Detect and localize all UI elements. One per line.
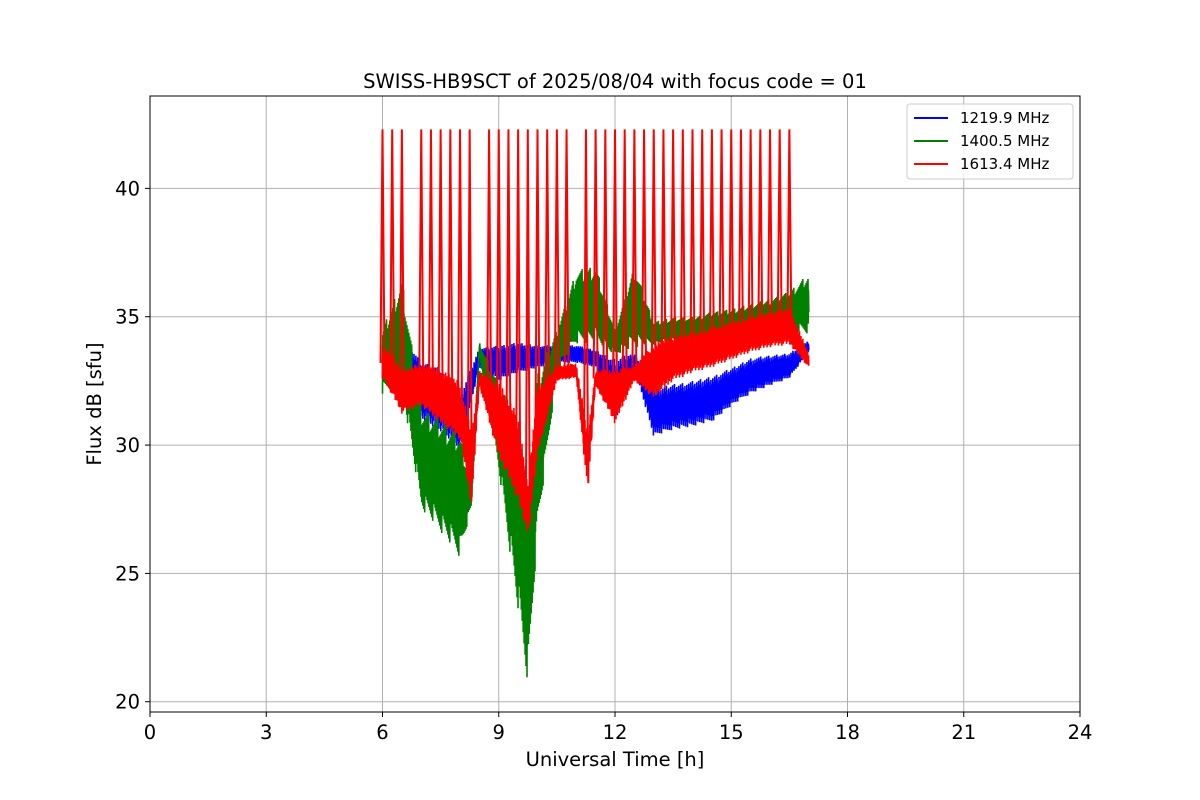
y-axis-label: Flux dB [sfu] bbox=[83, 342, 106, 465]
y-tick-label: 30 bbox=[115, 434, 140, 457]
series-spike bbox=[631, 129, 638, 374]
x-tick-label: 15 bbox=[719, 721, 744, 744]
series-spike bbox=[582, 129, 589, 455]
series-spike bbox=[437, 129, 444, 394]
series-spike bbox=[737, 129, 744, 339]
chart-title: SWISS-HB9SCT of 2025/08/04 with focus co… bbox=[363, 70, 867, 93]
x-tick-label: 3 bbox=[260, 721, 272, 744]
series-spike bbox=[689, 129, 696, 353]
x-tick-label: 18 bbox=[835, 721, 860, 744]
series-spike bbox=[553, 129, 560, 374]
x-tick-label: 24 bbox=[1068, 721, 1093, 744]
series-spike bbox=[534, 129, 541, 420]
series-spike bbox=[699, 129, 706, 351]
series-spike bbox=[747, 129, 754, 335]
series-spike bbox=[447, 129, 454, 401]
series-spike bbox=[757, 129, 764, 333]
y-axis-ticks: 20 25 30 35 40 bbox=[115, 177, 150, 714]
series-spike bbox=[786, 129, 793, 328]
legend-label-1613: 1613.4 MHz bbox=[960, 155, 1049, 173]
series-spike bbox=[708, 129, 715, 348]
series-1613-4 bbox=[379, 129, 810, 532]
series-spike bbox=[776, 129, 783, 329]
y-tick-label: 35 bbox=[115, 306, 140, 329]
x-tick-label: 0 bbox=[144, 721, 156, 744]
series-spike bbox=[486, 129, 493, 399]
x-tick-label: 12 bbox=[603, 721, 628, 744]
series-spike bbox=[398, 129, 405, 394]
x-tick-label: 21 bbox=[951, 721, 976, 744]
series-spike bbox=[641, 129, 648, 371]
series-spike bbox=[379, 129, 386, 363]
series-spike bbox=[524, 129, 531, 523]
series-line bbox=[381, 307, 810, 532]
y-tick-label: 40 bbox=[115, 177, 140, 200]
legend-label-1219: 1219.9 MHz bbox=[960, 109, 1049, 127]
y-tick-label: 20 bbox=[115, 691, 140, 714]
series-spike bbox=[612, 129, 618, 394]
series-spike bbox=[515, 129, 522, 458]
series-spike bbox=[602, 129, 609, 387]
x-tick-label: 9 bbox=[493, 721, 505, 744]
legend: 1219.9 MHz 1400.5 MHz 1613.4 MHz bbox=[906, 103, 1074, 180]
series-spike bbox=[650, 129, 657, 369]
series-spike bbox=[592, 129, 599, 379]
legend-label-1400: 1400.5 MHz bbox=[960, 132, 1049, 150]
series-spike bbox=[544, 129, 551, 397]
series-layer bbox=[379, 129, 810, 678]
x-tick-label: 6 bbox=[376, 721, 388, 744]
series-spike bbox=[670, 129, 677, 356]
series-spike bbox=[728, 129, 735, 343]
series-spike bbox=[495, 129, 502, 420]
series-spike bbox=[563, 129, 570, 374]
series-spike bbox=[718, 129, 725, 345]
series-spike bbox=[767, 129, 773, 330]
legend-box bbox=[906, 103, 1074, 180]
x-axis-ticks: 0 3 6 9 12 15 18 21 24 bbox=[144, 712, 1093, 744]
series-spike bbox=[457, 129, 463, 407]
y-tick-label: 25 bbox=[115, 562, 140, 585]
series-spike bbox=[427, 129, 434, 388]
series-spike bbox=[621, 129, 628, 384]
series-spike bbox=[660, 129, 667, 362]
series-spike bbox=[418, 129, 425, 381]
x-axis-label: Universal Time [h] bbox=[526, 748, 705, 771]
series-spike bbox=[679, 129, 686, 354]
series-spike bbox=[505, 129, 512, 439]
series-spike bbox=[466, 129, 473, 471]
series-spike bbox=[389, 129, 396, 379]
